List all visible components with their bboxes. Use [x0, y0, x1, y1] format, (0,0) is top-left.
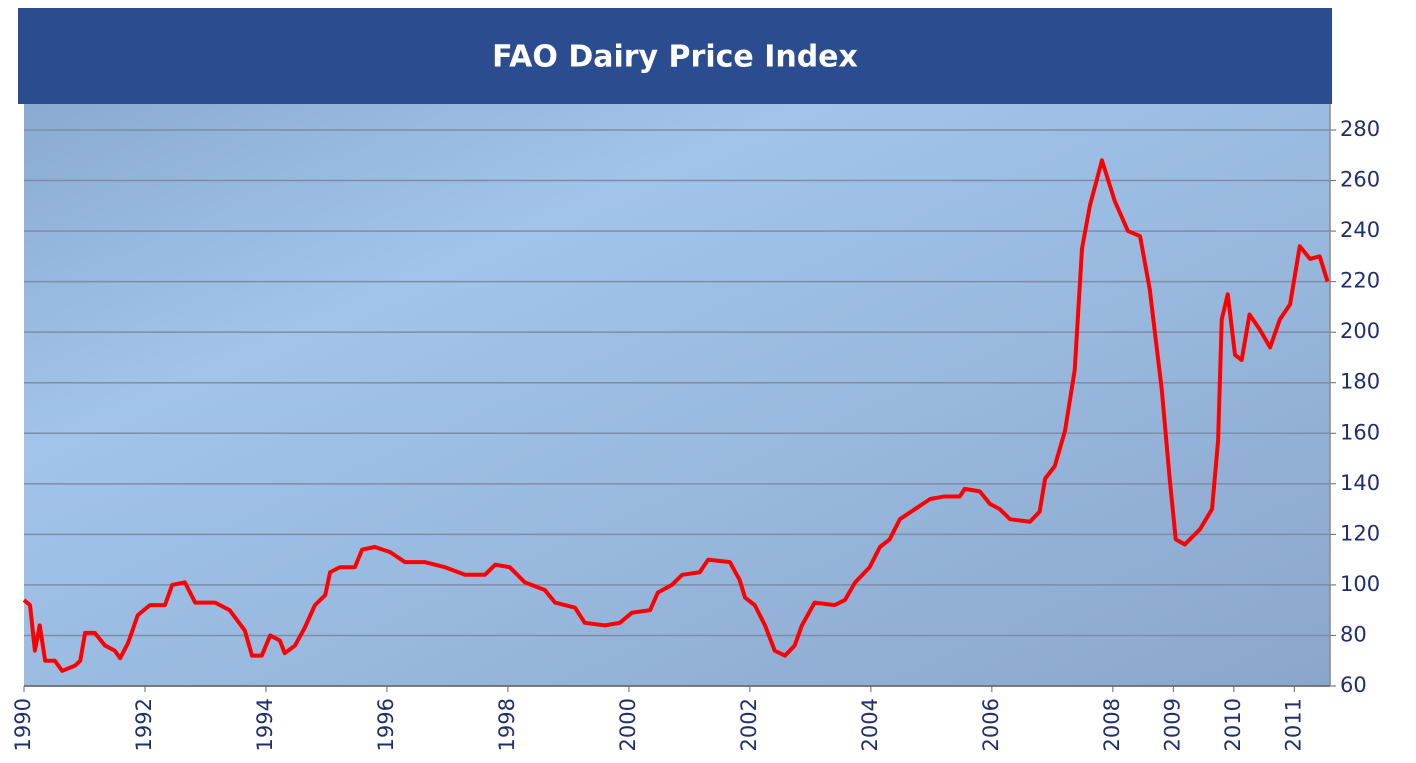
y-tick-label: 260: [1340, 168, 1380, 192]
x-tick-label: 2006: [979, 698, 1003, 751]
y-tick-label: 100: [1340, 572, 1380, 596]
x-tick-label: 2008: [1100, 698, 1124, 751]
x-tick-label: 1996: [374, 698, 398, 751]
x-tick-label: 1994: [253, 698, 277, 751]
x-tick-label: 2010: [1221, 698, 1245, 751]
y-tick-label: 220: [1340, 269, 1380, 293]
x-tick-label: 1990: [11, 698, 35, 751]
x-tick-label: 2002: [737, 698, 761, 751]
y-tick-label: 280: [1340, 117, 1380, 141]
title-banner: [18, 8, 1332, 104]
y-tick-label: 180: [1340, 370, 1380, 394]
y-tick-label: 80: [1340, 622, 1367, 646]
y-tick-label: 200: [1340, 319, 1380, 343]
y-tick-label: 140: [1340, 471, 1380, 495]
y-tick-label: 160: [1340, 420, 1380, 444]
y-tick-label: 240: [1340, 218, 1380, 242]
y-tick-label: 120: [1340, 521, 1380, 545]
x-tick-label: 2011: [1281, 698, 1305, 751]
x-tick-label: 1992: [132, 698, 156, 751]
chart-title: FAO Dairy Price Index: [492, 40, 858, 75]
x-tick-label: 2004: [858, 698, 882, 751]
x-tick-label: 1998: [495, 698, 519, 751]
x-tick-label: 2000: [616, 698, 640, 751]
y-tick-label: 60: [1340, 673, 1367, 697]
plot-area: [24, 104, 1330, 686]
x-tick-label: 2009: [1160, 698, 1184, 751]
data-line: [22, 158, 1330, 673]
